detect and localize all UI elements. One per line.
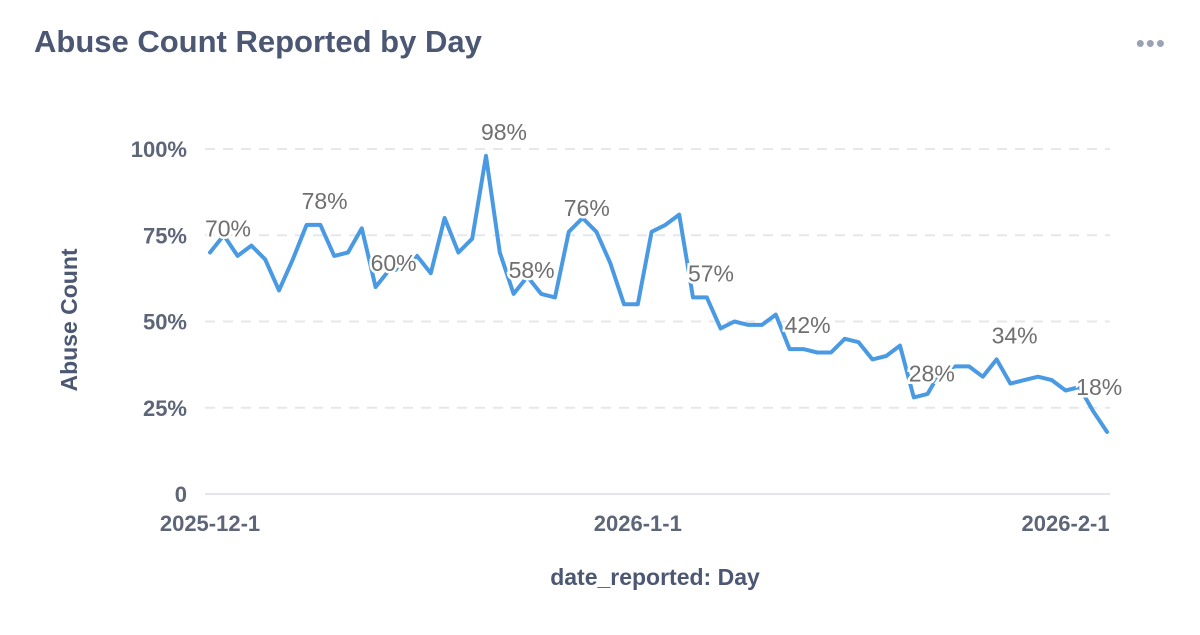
data-label: 18%	[1076, 374, 1122, 400]
data-label: 70%	[205, 216, 251, 242]
y-tick-label: 100%	[131, 137, 187, 162]
y-tick-label: 75%	[143, 223, 187, 248]
x-tick-label: 2026-2-1	[1022, 511, 1110, 536]
y-tick-label: 0	[175, 482, 187, 507]
data-label: 42%	[785, 312, 831, 338]
y-tick-label: 25%	[143, 396, 187, 421]
y-axis-label: Abuse Count	[56, 248, 82, 391]
data-label: 57%	[688, 260, 734, 286]
data-label: 98%	[481, 119, 527, 145]
x-axis-label: date_reported: Day	[550, 564, 760, 590]
data-label: 60%	[371, 250, 417, 276]
chart-title: Abuse Count Reported by Day	[34, 24, 482, 59]
y-tick-label: 50%	[143, 310, 187, 335]
data-label: 58%	[509, 257, 555, 283]
x-tick-label: 2025-12-1	[160, 511, 260, 536]
x-tick-label: 2026-1-1	[594, 511, 682, 536]
data-line	[208, 153, 1109, 434]
ellipsis-icon[interactable]: •••	[1135, 28, 1166, 58]
data-label: 34%	[992, 322, 1038, 348]
data-label: 76%	[564, 195, 610, 221]
data-label: 28%	[909, 360, 955, 386]
data-label: 78%	[302, 188, 348, 214]
